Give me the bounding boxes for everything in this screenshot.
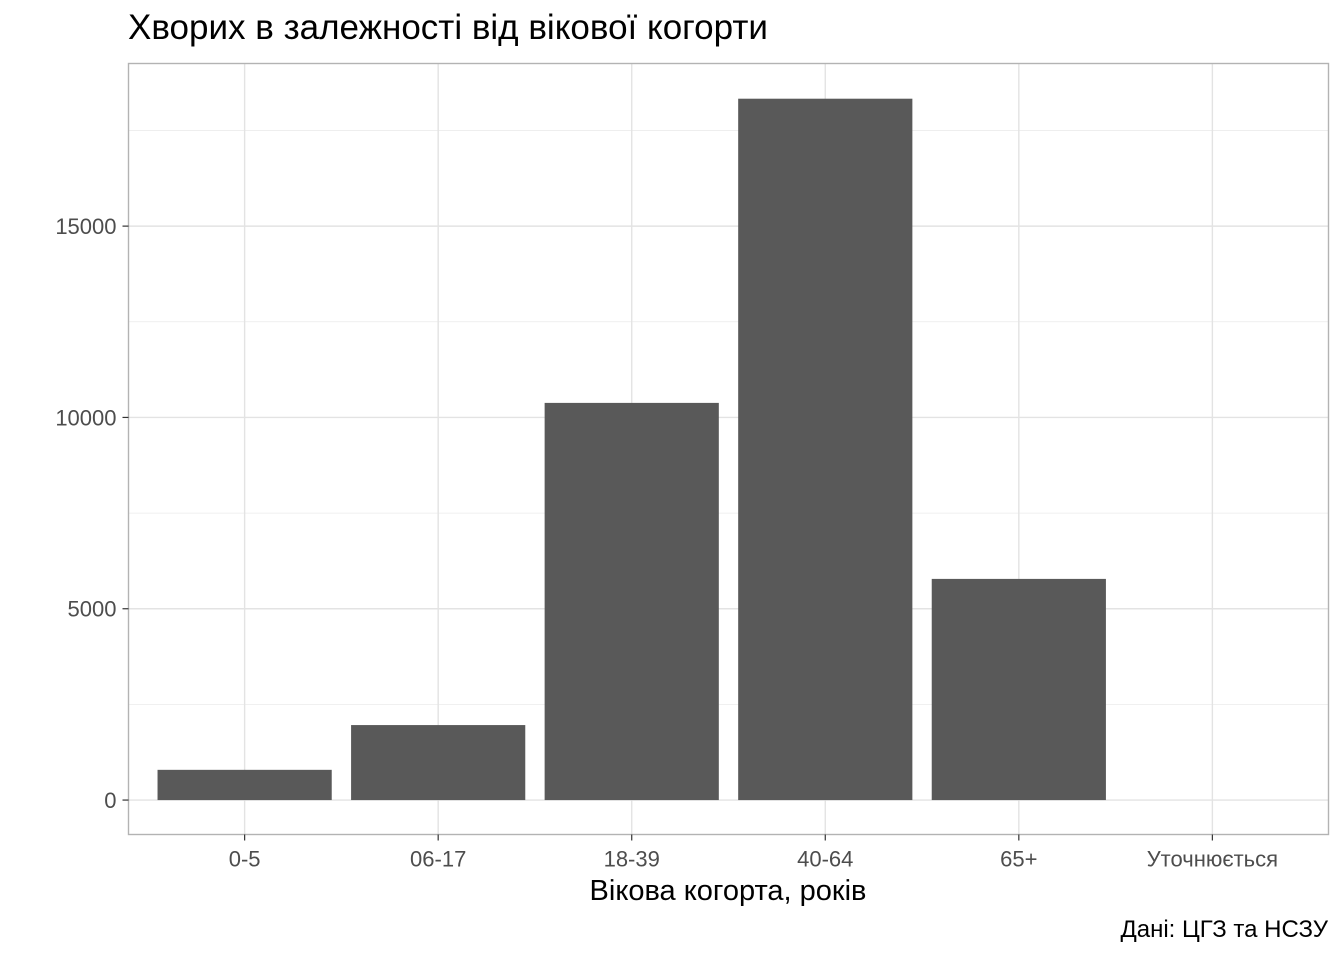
y-tick-label: 15000 <box>55 214 116 239</box>
y-tick-label: 5000 <box>68 597 117 622</box>
bar-40-64 <box>738 98 913 801</box>
bar-18-39 <box>544 402 719 801</box>
axis-ticks: 0 5000 10000 15000 0-5 06-17 18-39 40-64 65+ Уточ… <box>55 214 1278 871</box>
bars <box>157 98 1106 801</box>
x-tick-label: 40-64 <box>797 847 853 872</box>
bar-06-17 <box>351 725 526 801</box>
x-tick-label: 06-17 <box>410 847 466 872</box>
chart-caption: Дані: ЦГЗ та НСЗУ <box>1120 916 1328 943</box>
bar-0-5 <box>157 769 332 801</box>
x-tick-label: Уточнюється <box>1147 847 1278 872</box>
bar-65+ <box>931 578 1106 801</box>
x-axis-label: Вікова когорта, років <box>589 875 867 907</box>
x-tick-label: 65+ <box>1000 847 1037 872</box>
plot-border <box>127 62 1330 836</box>
y-tick-label: 10000 <box>55 405 116 430</box>
chart-title: Хворих в залежності від вікової когорти <box>128 8 768 47</box>
x-tick-label: 0-5 <box>229 847 261 872</box>
y-tick-label: 0 <box>104 788 116 813</box>
x-tick-label: 18-39 <box>604 847 660 872</box>
plot-panel <box>128 63 1329 835</box>
